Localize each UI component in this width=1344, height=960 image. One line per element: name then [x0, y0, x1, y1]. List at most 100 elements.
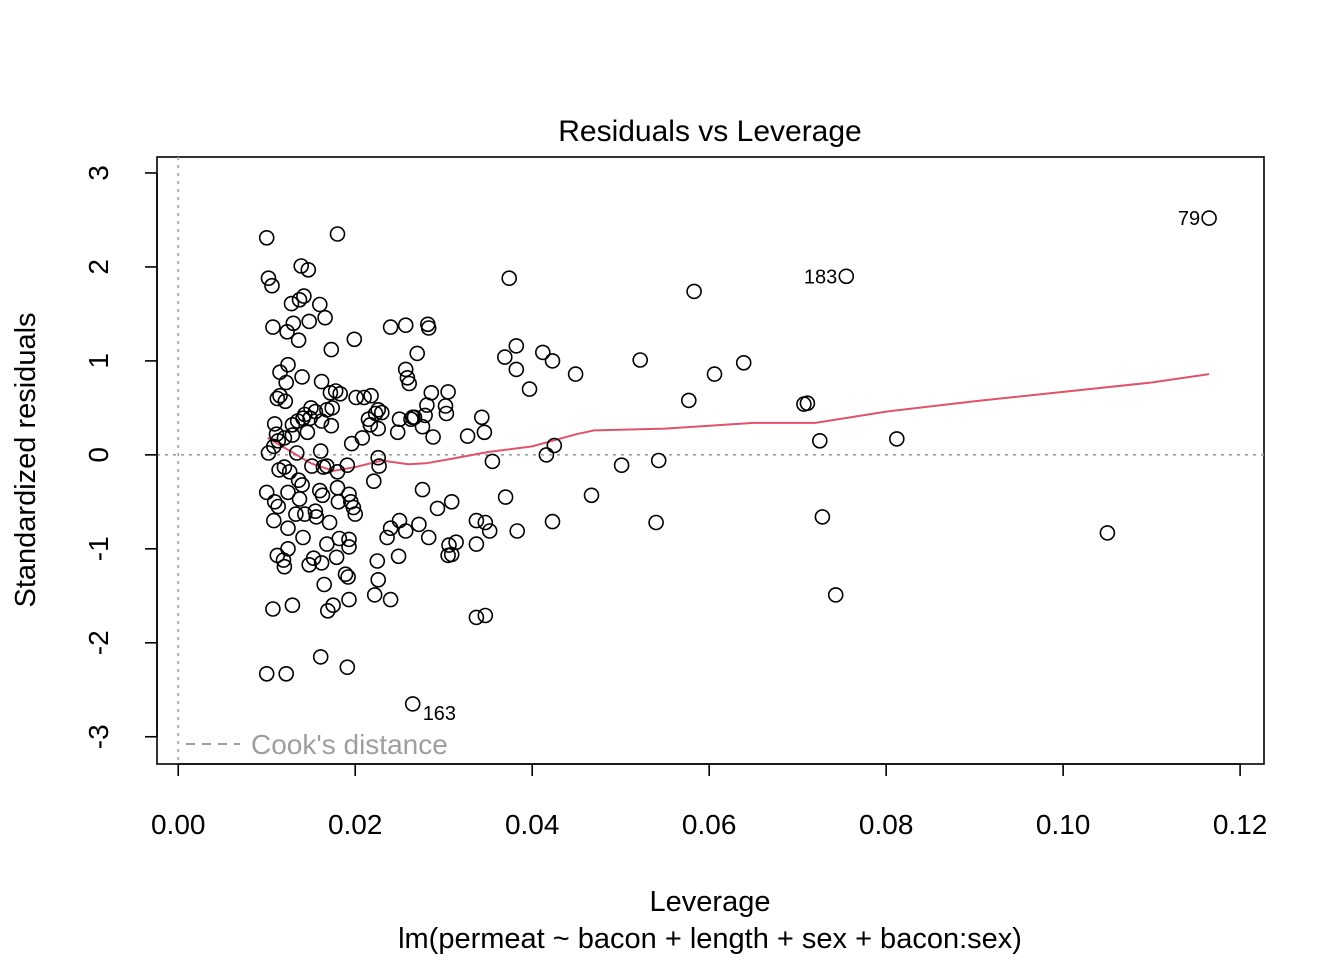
- y-tick-label: 1: [83, 353, 114, 369]
- data-point: [307, 503, 324, 520]
- data-point: [476, 424, 493, 441]
- data-point: [291, 491, 308, 507]
- x-tick-label: 0.10: [1036, 809, 1091, 840]
- data-point: [345, 499, 362, 516]
- data-point: [321, 514, 338, 531]
- data-point: [323, 341, 340, 358]
- data-point: [382, 520, 399, 537]
- data-point: [811, 432, 828, 449]
- data-point: [390, 548, 407, 565]
- data-point: [419, 397, 435, 413]
- data-point: [401, 375, 418, 392]
- data-point: [680, 392, 697, 409]
- x-axis-label: Leverage: [650, 886, 771, 918]
- data-point: [329, 463, 346, 480]
- data-point: [270, 432, 287, 449]
- data-point: [332, 385, 349, 402]
- y-tick-label: -3: [83, 724, 114, 749]
- data-point: [583, 487, 600, 504]
- data-point: [288, 506, 304, 522]
- data-point: [341, 539, 357, 555]
- y-tick-label: -2: [83, 630, 114, 655]
- smooth-line-group: [267, 373, 1210, 472]
- data-point: [425, 429, 441, 445]
- data-point: [468, 536, 485, 552]
- y-tick-label: 2: [83, 259, 114, 275]
- data-point: [417, 407, 433, 424]
- data-point: [403, 411, 419, 428]
- data-point: [538, 447, 555, 463]
- y-tick-label: -1: [83, 536, 114, 561]
- x-tick-label: 0.02: [328, 809, 383, 840]
- legend-label: Cook's distance: [251, 729, 448, 760]
- point-label: 79: [1178, 208, 1200, 230]
- y-axis: -3 -2 -1 0 1 2 3: [83, 165, 158, 749]
- data-point: [468, 512, 485, 529]
- data-point: [650, 452, 667, 469]
- data-point: [366, 587, 383, 603]
- data-point: [369, 553, 386, 569]
- data-point: [440, 384, 456, 400]
- x-tick-label: 0.06: [682, 809, 737, 840]
- y-tick-label: 3: [83, 165, 114, 181]
- data-point: [404, 696, 421, 712]
- data-point: [429, 500, 446, 517]
- data-point: [343, 435, 360, 452]
- data-point: [294, 477, 310, 493]
- data-point: [280, 356, 296, 373]
- data-point: [411, 516, 427, 533]
- data-point: [443, 546, 460, 563]
- data-point: [497, 489, 514, 505]
- data-point: [313, 555, 330, 571]
- data-point: [546, 437, 563, 454]
- data-point: [281, 463, 298, 480]
- point-label: 183: [804, 266, 837, 288]
- data-point: [397, 523, 414, 539]
- data-point: [265, 438, 282, 455]
- data-point: [266, 493, 283, 510]
- data-point: [397, 361, 414, 378]
- data-point: [265, 512, 282, 529]
- data-point: [362, 416, 379, 433]
- data-point: [308, 509, 325, 525]
- data-point: [327, 383, 344, 399]
- data-point: [314, 487, 331, 504]
- data-point: [389, 424, 406, 441]
- data-point: [294, 369, 310, 385]
- data-point: [283, 295, 300, 312]
- data-point: [365, 473, 382, 490]
- points-group: [258, 210, 1217, 712]
- data-point: [337, 566, 354, 583]
- data-point: [301, 313, 318, 330]
- data-point: [330, 493, 347, 510]
- data-point: [278, 374, 295, 391]
- data-point: [272, 387, 288, 404]
- data-point: [1201, 210, 1217, 226]
- data-point: [838, 268, 855, 285]
- data-point: [354, 430, 371, 446]
- data-point: [420, 320, 437, 336]
- data-point: [296, 506, 313, 522]
- data-point: [312, 649, 329, 665]
- x-tick-label: 0.12: [1213, 809, 1268, 840]
- data-point: [481, 523, 498, 539]
- data-point: [437, 398, 454, 414]
- data-point: [325, 597, 341, 614]
- data-point: [265, 601, 281, 617]
- x-tick-label: 0.08: [859, 809, 914, 840]
- data-point: [363, 387, 379, 404]
- data-point: [304, 458, 320, 474]
- data-point: [509, 523, 526, 539]
- data-point: [319, 602, 336, 619]
- data-point: [348, 389, 364, 406]
- data-point: [814, 509, 831, 525]
- data-point: [370, 449, 387, 466]
- data-point: [888, 431, 905, 447]
- data-point: [382, 591, 399, 608]
- data-point: [269, 390, 286, 407]
- data-point: [280, 520, 296, 537]
- data-point: [370, 571, 387, 588]
- data-point: [311, 296, 328, 313]
- data-point: [613, 457, 630, 474]
- data-point: [339, 659, 356, 676]
